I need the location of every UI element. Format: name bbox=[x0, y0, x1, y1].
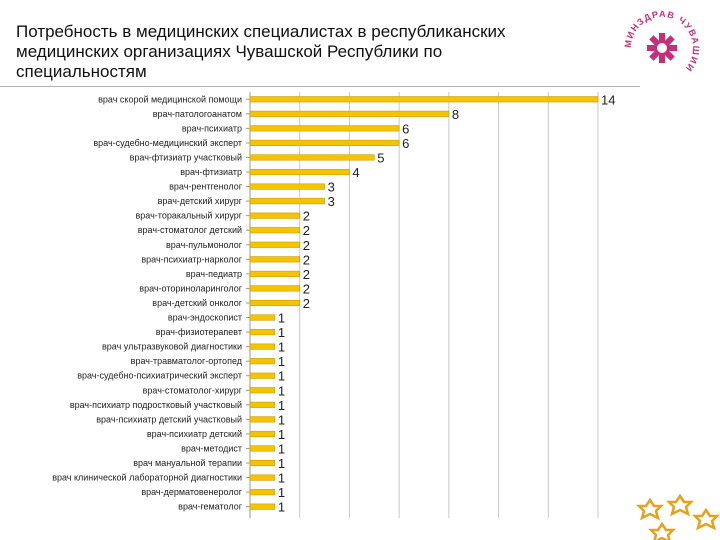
value-label: 1 bbox=[278, 471, 285, 486]
category-label: врач-стоматолог-хирург bbox=[143, 385, 243, 395]
category-label: врач-психиатр подростковый участковый bbox=[70, 400, 242, 410]
bar bbox=[249, 489, 276, 496]
value-label: 2 bbox=[303, 281, 310, 296]
bar bbox=[249, 154, 375, 161]
bar bbox=[249, 387, 276, 394]
value-label: 1 bbox=[278, 383, 285, 398]
value-label: 1 bbox=[278, 369, 285, 384]
bar bbox=[249, 168, 350, 176]
bar bbox=[249, 474, 276, 481]
value-label: 1 bbox=[278, 456, 285, 471]
bar bbox=[249, 139, 400, 146]
value-label: 1 bbox=[278, 500, 285, 515]
category-label: врач-психиатр-нарколог bbox=[141, 254, 242, 264]
value-label: 6 bbox=[402, 121, 409, 136]
value-label: 1 bbox=[278, 398, 285, 413]
corner-ornament-icon bbox=[635, 493, 720, 540]
bar bbox=[249, 299, 301, 307]
value-label: 4 bbox=[352, 165, 359, 180]
value-label: 1 bbox=[278, 340, 285, 355]
category-label: врач-пульмонолог bbox=[166, 240, 243, 250]
category-label: врач-методист bbox=[181, 443, 242, 453]
bar bbox=[249, 416, 276, 423]
category-label: врач-психиатр детский bbox=[147, 429, 242, 439]
bar bbox=[249, 459, 276, 467]
needs-bar-chart: врач скорой медицинской помощи 14врач-пат… bbox=[52, 92, 615, 518]
bar bbox=[249, 241, 301, 248]
value-label: 2 bbox=[303, 296, 310, 311]
category-label: врач-травматолог-ортопед bbox=[131, 356, 243, 366]
value-label: 2 bbox=[303, 252, 310, 267]
category-label: врач-стоматолог детский bbox=[138, 225, 242, 235]
page-title: Потребность в медицинских специалистах в… bbox=[16, 22, 506, 81]
category-label: врач-рентгенолог bbox=[169, 182, 243, 192]
bar bbox=[249, 110, 450, 117]
category-label: врач клинической лабораторной диагностик… bbox=[52, 473, 242, 483]
category-label: врач-патологоанатом bbox=[153, 109, 242, 119]
value-label: 8 bbox=[452, 107, 459, 122]
bar bbox=[249, 372, 276, 379]
bar bbox=[249, 314, 276, 321]
category-label: врач-судебно-медицинский эксперт bbox=[93, 138, 242, 148]
bar bbox=[249, 445, 276, 452]
category-label: врач-судебно-психиатрический эксперт bbox=[77, 371, 242, 381]
value-label: 1 bbox=[278, 427, 285, 442]
category-label: врач-гематолог bbox=[178, 502, 243, 512]
value-label: 1 bbox=[278, 441, 285, 456]
bar bbox=[249, 125, 400, 132]
category-label: врач-педиатр bbox=[186, 269, 242, 279]
bar bbox=[249, 183, 325, 190]
bar bbox=[249, 96, 599, 103]
bar bbox=[249, 198, 325, 205]
value-label: 1 bbox=[278, 485, 285, 500]
ministry-emblem-icon: МИНЗДРАВ ЧУВАШИИ bbox=[623, 9, 700, 74]
bar bbox=[249, 430, 276, 437]
title-divider bbox=[0, 86, 640, 87]
bar bbox=[249, 343, 276, 350]
category-label: врач-эндоскопист bbox=[168, 313, 242, 323]
value-label: 1 bbox=[278, 354, 285, 369]
category-label: врач-дерматовенеролог bbox=[141, 487, 242, 497]
bar bbox=[249, 227, 301, 234]
category-label: врач-оториноларинголог bbox=[139, 283, 242, 293]
bar bbox=[249, 329, 276, 336]
category-label: врач ультразвуковой диагностики bbox=[102, 342, 242, 352]
category-label: врач-торакальный хирург bbox=[136, 211, 243, 221]
value-label: 2 bbox=[303, 238, 310, 253]
value-label: 14 bbox=[601, 92, 615, 107]
value-label: 1 bbox=[278, 412, 285, 427]
value-label: 1 bbox=[278, 325, 285, 340]
bar bbox=[249, 358, 276, 365]
bar bbox=[249, 503, 276, 510]
value-label: 1 bbox=[278, 311, 285, 326]
category-label: врач скорой медицинской помощи bbox=[98, 94, 242, 104]
bar bbox=[249, 256, 301, 263]
category-label: врач-детский хирург bbox=[158, 196, 243, 206]
value-label: 5 bbox=[377, 150, 384, 165]
bar bbox=[249, 401, 276, 408]
category-label: врач-фтизиатр bbox=[180, 167, 242, 177]
category-label: врач-физиотерапевт bbox=[156, 327, 242, 337]
value-label: 3 bbox=[328, 180, 335, 195]
category-label: врач мануальной терапии bbox=[133, 458, 242, 468]
value-label: 2 bbox=[303, 267, 310, 282]
category-label: врач-психиатр bbox=[182, 123, 242, 133]
value-label: 3 bbox=[328, 194, 335, 209]
category-label: врач-психиатр детский участковый bbox=[96, 414, 242, 424]
bar bbox=[249, 212, 301, 219]
category-label: врач-детский онколог bbox=[152, 298, 242, 308]
value-label: 6 bbox=[402, 136, 409, 151]
category-label: врач-фтизиатр участковый bbox=[130, 152, 242, 162]
value-label: 2 bbox=[303, 209, 310, 224]
bar bbox=[249, 270, 301, 277]
value-label: 2 bbox=[303, 223, 310, 238]
bar bbox=[249, 285, 301, 292]
